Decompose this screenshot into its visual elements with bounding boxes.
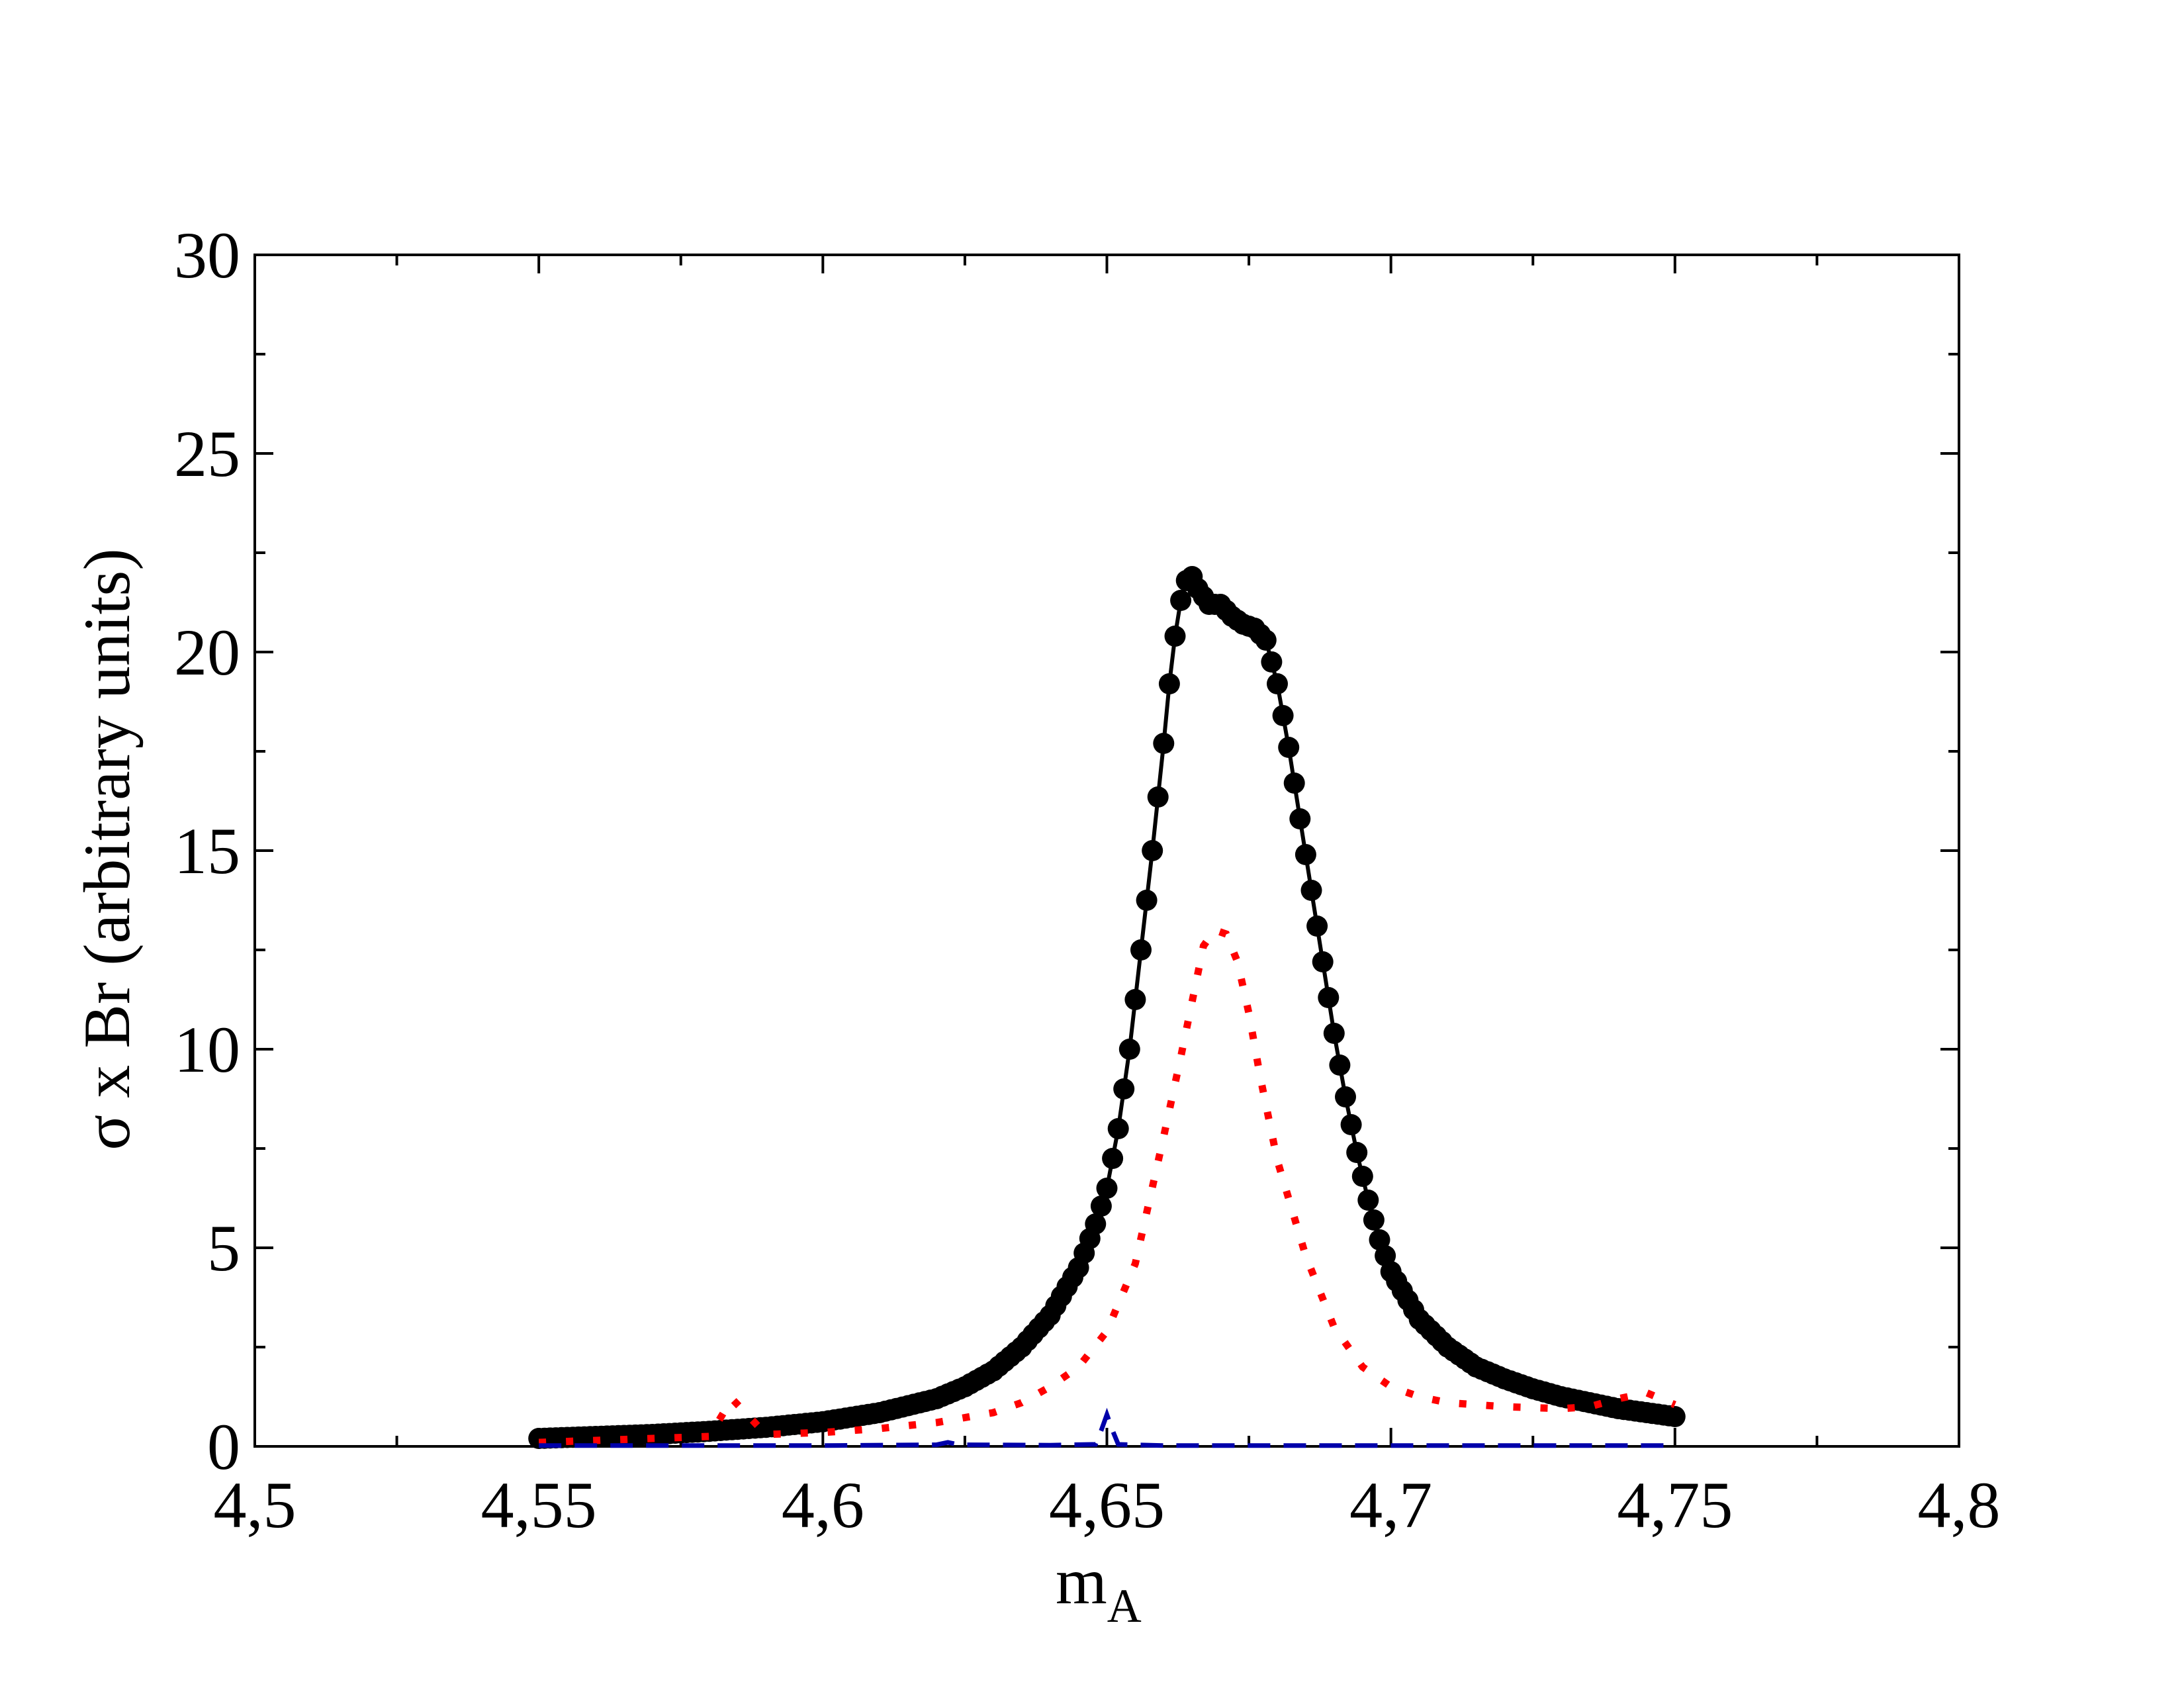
data-point: [1306, 915, 1328, 937]
data-point: [1255, 630, 1277, 651]
data-point: [1323, 1023, 1345, 1044]
data-point: [1300, 880, 1322, 901]
data-point: [1346, 1142, 1368, 1163]
series-red-dotted: [539, 925, 1676, 1446]
data-point: [1113, 1078, 1135, 1100]
axis-ticks: 4,5 4,55 4,6 4,65 4,7 4,75 4,8 0 5 10 15 20 25 30: [174, 218, 2001, 1542]
data-point: [1090, 1196, 1112, 1217]
y-tick-label: 10: [174, 1013, 240, 1086]
x-axis-title: mA: [1056, 1544, 1142, 1632]
y-tick-label: 25: [174, 417, 240, 491]
data-point: [1085, 1213, 1107, 1235]
data-point: [1164, 626, 1186, 647]
x-tick-label: 4,75: [1617, 1468, 1733, 1542]
data-point: [1153, 733, 1175, 754]
series-blue-dashed: [539, 1407, 1675, 1448]
y-tick-label: 20: [174, 616, 240, 689]
y-tick-label: 30: [174, 218, 240, 292]
plot-frame: [253, 254, 1960, 1448]
data-point: [1170, 590, 1192, 611]
y-axis-title: σ x Br (arbitrary units): [70, 548, 144, 1150]
data-point: [1283, 773, 1305, 794]
data-point: [1335, 1086, 1356, 1107]
data-point: [1261, 651, 1283, 673]
data-point: [1312, 951, 1334, 972]
x-axis-title-main: m: [1056, 1544, 1107, 1618]
data-point: [1340, 1114, 1362, 1135]
data-point: [1278, 737, 1300, 758]
data-point: [1272, 705, 1294, 726]
data-point: [1329, 1055, 1351, 1076]
data-point: [1124, 989, 1146, 1010]
data-point: [1102, 1148, 1124, 1169]
x-tick-label: 4,5: [214, 1468, 296, 1542]
data-point: [1267, 673, 1288, 694]
x-tick-label: 4,55: [481, 1468, 597, 1542]
data-point: [1369, 1229, 1390, 1250]
data-point: [1158, 673, 1180, 694]
series-black-markers: [528, 566, 1686, 1449]
data-point: [1363, 1209, 1385, 1231]
data-point: [1136, 890, 1158, 911]
data-point: [1318, 987, 1340, 1008]
data-point: [1295, 844, 1316, 865]
data-point: [1107, 1118, 1129, 1139]
series-layer: [528, 566, 1686, 1449]
x-axis-title-sub: A: [1107, 1579, 1142, 1632]
data-point: [1289, 808, 1311, 829]
x-tick-label: 4,7: [1349, 1468, 1432, 1542]
data-point: [1142, 840, 1163, 861]
data-point: [1096, 1178, 1118, 1199]
data-point: [1357, 1190, 1379, 1211]
data-point: [1130, 939, 1152, 961]
y-tick-label: 0: [207, 1410, 240, 1483]
y-tick-label: 5: [207, 1211, 240, 1285]
data-point: [1664, 1406, 1686, 1427]
data-point: [1375, 1245, 1396, 1266]
data-point: [1118, 1039, 1140, 1060]
x-tick-label: 4,65: [1049, 1468, 1165, 1542]
series-black-line: [539, 573, 1676, 1440]
x-tick-label: 4,8: [1918, 1468, 2001, 1542]
data-point: [1351, 1166, 1373, 1187]
x-tick-label: 4,6: [782, 1468, 864, 1542]
y-tick-label: 15: [174, 814, 240, 888]
data-point: [1147, 786, 1169, 808]
